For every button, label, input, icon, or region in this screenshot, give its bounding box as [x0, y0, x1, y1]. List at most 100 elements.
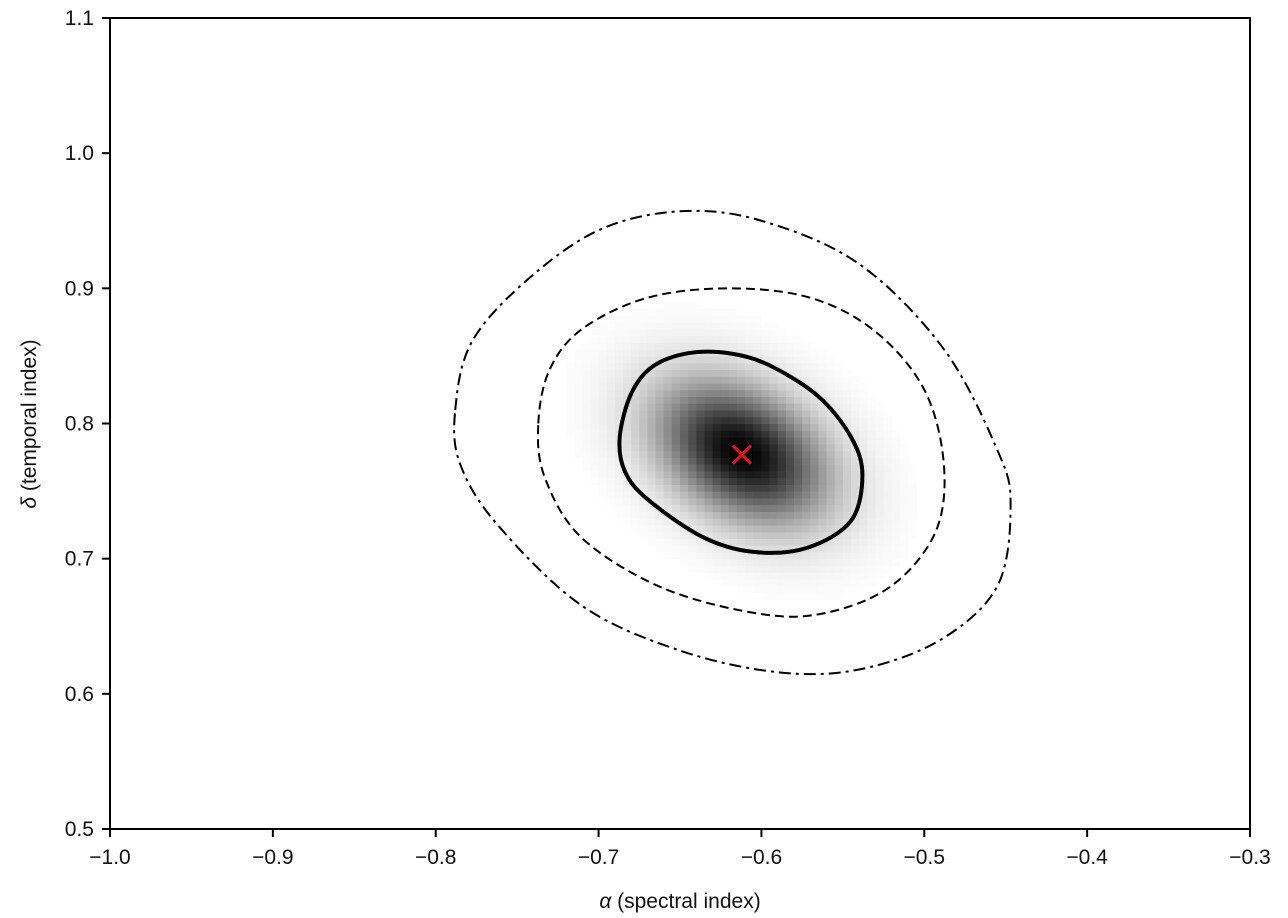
heatmap-cell — [842, 464, 852, 472]
heatmap-cell — [818, 416, 828, 425]
heatmap-cell — [794, 437, 803, 445]
heatmap-cell — [777, 538, 787, 546]
heatmap-cell — [696, 322, 706, 330]
heatmap-cell — [761, 403, 771, 411]
heatmap-cell — [810, 362, 820, 371]
heatmap-cell — [883, 457, 893, 465]
heatmap-cell — [671, 470, 681, 479]
heatmap-cell — [631, 409, 640, 418]
heatmap-cell — [582, 355, 592, 364]
heatmap-cell — [655, 362, 665, 371]
heatmap-cell — [834, 443, 844, 452]
heatmap-cell — [712, 491, 722, 499]
heatmap-cell — [614, 464, 624, 472]
heatmap-cell — [851, 403, 860, 411]
heatmap-cell — [834, 592, 844, 600]
heatmap-cell — [745, 484, 754, 492]
heatmap-cell — [737, 430, 746, 438]
heatmap-cell — [891, 497, 901, 506]
heatmap-cell — [606, 362, 616, 371]
heatmap-cell — [810, 551, 820, 560]
heatmap-cell — [875, 457, 885, 465]
heatmap-cell — [785, 484, 795, 492]
heatmap-cell — [590, 430, 600, 438]
heatmap-cell — [728, 376, 738, 384]
heatmap-cell — [614, 491, 624, 499]
heatmap-cell — [688, 565, 697, 573]
heatmap-cell — [818, 470, 828, 479]
heatmap-cell — [867, 437, 877, 445]
heatmap-cell — [623, 437, 632, 445]
heatmap-cell — [810, 518, 820, 526]
heatmap-cell — [769, 565, 779, 573]
heatmap-cell — [826, 504, 836, 512]
heatmap-cell — [696, 416, 706, 425]
heatmap-cell — [606, 464, 616, 472]
heatmap-cell — [598, 355, 608, 364]
heatmap-cell — [818, 518, 828, 526]
heatmap-cell — [777, 450, 787, 458]
heatmap-cell — [728, 403, 738, 411]
heatmap-cell — [794, 409, 803, 418]
heatmap-cell — [598, 322, 608, 330]
heatmap-cell — [614, 511, 624, 519]
heatmap-cell — [647, 409, 657, 418]
heatmap-cell — [891, 558, 901, 567]
heatmap-cell — [680, 308, 689, 316]
heatmap-cell — [663, 430, 673, 438]
heatmap-cell — [753, 531, 763, 539]
best-fit-marker — [731, 444, 752, 465]
heatmap-cell — [826, 409, 836, 418]
heatmap-cell — [737, 558, 746, 567]
heatmap-cell — [810, 538, 820, 546]
heatmap-cell — [826, 491, 836, 499]
heatmap-cell — [908, 518, 917, 526]
heatmap-cell — [802, 443, 811, 452]
heatmap-cell — [671, 409, 681, 418]
heatmap-cell — [680, 511, 689, 519]
heatmap-cell — [574, 349, 583, 357]
heatmap-cell — [737, 382, 746, 391]
heatmap-cell — [712, 342, 722, 350]
heatmap-cell — [631, 477, 640, 485]
heatmap-cell — [631, 511, 640, 519]
heatmap-cell — [566, 362, 575, 371]
heatmap-cell — [769, 578, 779, 587]
heatmap-cell — [606, 382, 616, 391]
heatmap-cell — [663, 491, 673, 499]
heatmap-cell — [745, 396, 754, 404]
heatmap-cell — [712, 423, 722, 431]
heatmap-cell — [590, 403, 600, 411]
heatmap-cell — [761, 457, 771, 465]
heatmap-cell — [574, 355, 583, 364]
heatmap-cell — [826, 565, 836, 573]
heatmap-cell — [761, 484, 771, 492]
heatmap-cell — [688, 416, 697, 425]
heatmap-cell — [663, 322, 673, 330]
heatmap-cell — [777, 497, 787, 506]
heatmap-cell — [614, 396, 624, 404]
heatmap-cell — [785, 457, 795, 465]
heatmap-cell — [826, 585, 836, 594]
heatmap-cell — [704, 369, 714, 377]
heatmap-cell — [777, 484, 787, 492]
heatmap-cell — [883, 477, 893, 485]
heatmap-cell — [655, 328, 665, 337]
heatmap-cell — [883, 423, 893, 431]
heatmap-cell — [753, 342, 763, 350]
heatmap-cell — [574, 389, 583, 398]
heatmap-cell — [696, 511, 706, 519]
heatmap-cell — [842, 565, 852, 573]
heatmap-cell — [818, 504, 828, 512]
heatmap-cell — [582, 376, 592, 384]
heatmap-cell — [753, 538, 763, 546]
heatmap-cell — [785, 470, 795, 479]
heatmap-cell — [728, 572, 738, 580]
heatmap-cell — [696, 551, 706, 560]
heatmap-cell — [590, 389, 600, 398]
heatmap-cell — [834, 437, 844, 445]
heatmap-cell — [842, 578, 852, 587]
heatmap-cell — [826, 477, 836, 485]
heatmap-cell — [712, 396, 722, 404]
heatmap-cell — [639, 443, 649, 452]
